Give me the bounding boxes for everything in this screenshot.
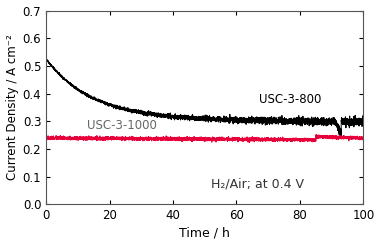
X-axis label: Time / h: Time / h [179,226,230,239]
Y-axis label: Current Density / A cm⁻²: Current Density / A cm⁻² [6,35,19,180]
Text: USC-3-800: USC-3-800 [259,93,321,106]
Text: H₂/Air; at 0.4 V: H₂/Air; at 0.4 V [211,177,304,190]
Text: USC-3-1000: USC-3-1000 [87,119,157,132]
